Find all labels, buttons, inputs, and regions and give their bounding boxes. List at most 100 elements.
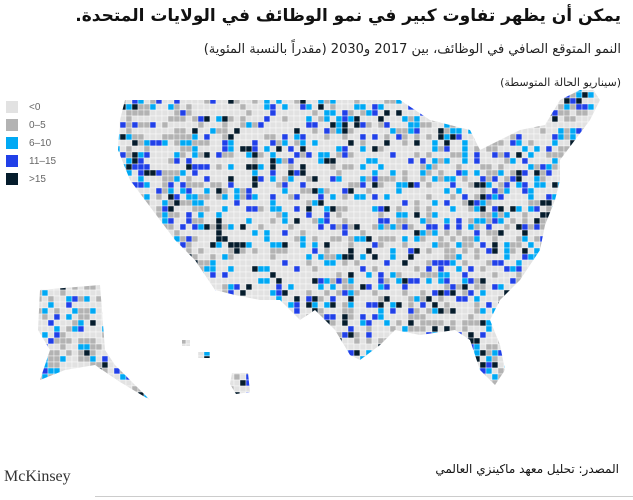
county-cell (269, 175, 277, 183)
county-cell (539, 289, 547, 297)
county-cell (215, 379, 223, 387)
county-cell (581, 223, 589, 231)
county-cell (269, 289, 277, 297)
county-cell (335, 97, 343, 105)
county-cell (53, 355, 61, 363)
county-cell (341, 205, 349, 213)
county-cell (335, 115, 343, 123)
county-cell (77, 271, 85, 279)
county-cell (293, 217, 301, 225)
county-cell (581, 205, 589, 213)
county-cell (293, 373, 301, 381)
county-cell (41, 241, 49, 249)
county-cell (65, 373, 73, 381)
county-cell (173, 235, 181, 243)
county-cell (299, 337, 307, 345)
county-cell (395, 127, 403, 135)
county-cell (437, 337, 445, 345)
county-cell (563, 181, 571, 189)
county-cell (347, 289, 355, 297)
county-cell (173, 271, 181, 279)
county-cell (47, 235, 55, 243)
county-cell (425, 121, 433, 129)
county-cell (227, 319, 235, 327)
county-cell (485, 199, 493, 207)
county-cell (383, 223, 391, 231)
county-cell (143, 193, 151, 201)
county-cell (353, 145, 361, 153)
county-cell (347, 211, 355, 219)
county-cell (353, 289, 361, 297)
county-cell (53, 277, 61, 285)
county-cell (143, 367, 151, 375)
county-cell (545, 355, 553, 363)
county-cell (467, 313, 475, 321)
county-cell (551, 90, 559, 93)
county-cell (38, 253, 43, 261)
county-cell (407, 103, 415, 111)
county-cell (221, 349, 229, 357)
county-cell (527, 319, 535, 327)
county-cell (257, 97, 265, 105)
county-cell (83, 211, 91, 219)
county-cell (161, 325, 169, 333)
county-cell (431, 115, 439, 123)
county-cell (551, 331, 559, 339)
county-cell (173, 133, 181, 141)
county-cell (305, 91, 313, 99)
county-cell (383, 247, 391, 255)
county-cell (461, 337, 469, 345)
county-cell (461, 97, 469, 105)
county-cell (167, 181, 175, 189)
county-cell (323, 235, 331, 243)
county-cell (419, 223, 427, 231)
county-cell (317, 109, 325, 117)
county-cell (95, 367, 103, 375)
county-cell (377, 223, 385, 231)
county-cell (491, 277, 499, 285)
county-cell (473, 235, 481, 243)
county-cell (527, 115, 535, 123)
county-cell (329, 229, 337, 237)
county-cell (233, 139, 241, 147)
county-cell (257, 319, 265, 327)
county-cell (389, 217, 397, 225)
county-cell (503, 289, 511, 297)
county-cell (365, 163, 373, 171)
county-cell (245, 121, 253, 129)
county-cell (209, 307, 217, 315)
county-cell (287, 163, 295, 171)
county-cell (593, 199, 600, 207)
county-cell (275, 253, 283, 261)
county-cell (113, 229, 121, 237)
county-cell (413, 127, 421, 135)
county-cell (197, 211, 205, 219)
county-cell (101, 223, 109, 231)
county-cell (521, 283, 529, 291)
county-cell (89, 187, 97, 195)
county-cell (38, 223, 43, 231)
county-cell (137, 379, 145, 387)
county-cell (335, 265, 343, 273)
county-cell (485, 301, 493, 309)
county-cell (269, 247, 277, 255)
county-cell (593, 355, 600, 363)
county-cell (287, 169, 295, 177)
county-cell (359, 151, 367, 159)
county-cell (467, 163, 475, 171)
county-cell (149, 205, 157, 213)
county-cell (305, 319, 313, 327)
county-cell (101, 151, 109, 159)
county-cell (431, 259, 439, 267)
county-cell (125, 349, 133, 357)
county-cell (335, 319, 343, 327)
county-cell (503, 307, 511, 315)
county-cell (305, 90, 313, 93)
county-cell (113, 127, 121, 135)
county-cell (443, 199, 451, 207)
county-cell (107, 139, 115, 147)
county-cell (467, 247, 475, 255)
county-cell (407, 343, 415, 351)
county-cell (191, 217, 199, 225)
county-cell (59, 103, 67, 111)
